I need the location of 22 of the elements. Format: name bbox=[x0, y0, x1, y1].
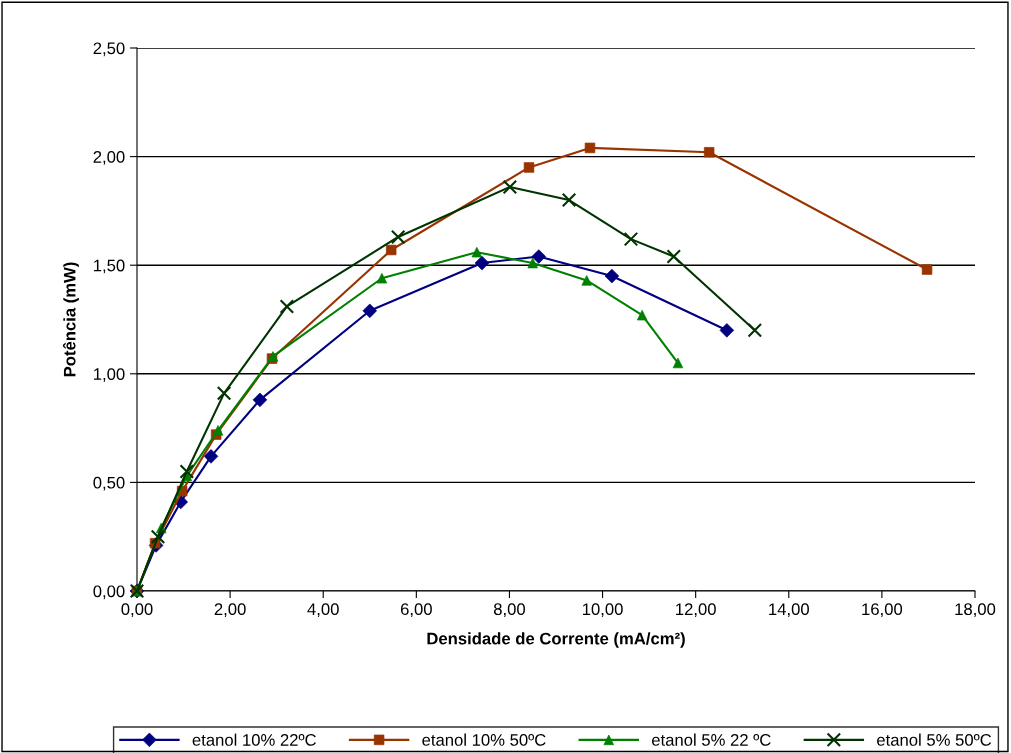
y-tick-label: 1,00 bbox=[94, 368, 125, 382]
legend-label: etanol 5% 22 ºC bbox=[651, 733, 771, 746]
y-tick-label: 1,50 bbox=[94, 259, 125, 274]
y-axis-title: Potência (mW) bbox=[62, 262, 79, 377]
x-tick-label: 8,00 bbox=[493, 603, 526, 618]
x-tick-label: 12,00 bbox=[676, 603, 716, 618]
x-tick-label: 6,00 bbox=[400, 603, 432, 618]
x-tick-label: 14,00 bbox=[769, 603, 809, 618]
x-axis-title: Densidade de Corrente (mA/cm²) bbox=[427, 632, 685, 648]
y-tick-label: 0,50 bbox=[93, 476, 125, 491]
legend-label: etanol 5% 50ºC bbox=[877, 733, 992, 746]
legend-label: etanol 10% 50ºC bbox=[422, 733, 546, 746]
y-tick-label: 0,00 bbox=[93, 585, 125, 600]
legend-label: etanol 10% 22ºC bbox=[192, 733, 316, 746]
x-tick-label: 4,00 bbox=[307, 603, 339, 618]
x-tick-label: 18,00 bbox=[955, 603, 996, 618]
x-tick-label: 2,00 bbox=[214, 603, 246, 618]
y-tick-label: 2,50 bbox=[93, 42, 125, 57]
x-tick-label: 0,00 bbox=[121, 603, 153, 618]
y-tick-label: 2,00 bbox=[93, 151, 125, 165]
x-tick-label: 10,00 bbox=[582, 603, 623, 618]
x-tick-label: 16,00 bbox=[862, 603, 903, 618]
